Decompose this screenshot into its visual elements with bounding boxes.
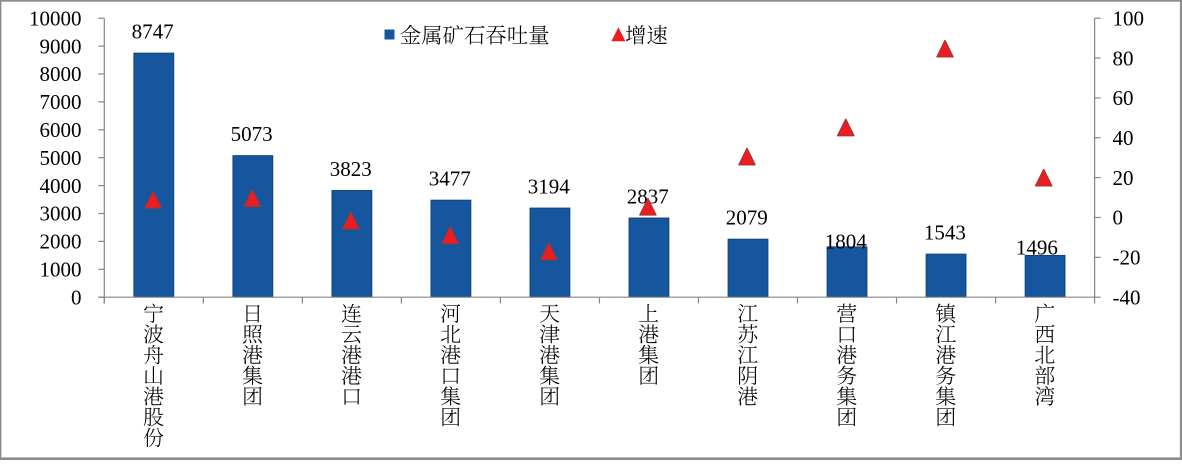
svg-text:8000: 8000 — [40, 62, 82, 86]
svg-text:9000: 9000 — [40, 34, 82, 58]
svg-text:5000: 5000 — [40, 146, 82, 170]
svg-text:3823: 3823 — [330, 157, 372, 181]
svg-text:2079: 2079 — [726, 206, 768, 230]
svg-text:0: 0 — [71, 285, 82, 309]
svg-text:7000: 7000 — [40, 90, 82, 114]
svg-text:-40: -40 — [1113, 285, 1141, 309]
svg-text:1543: 1543 — [924, 221, 966, 245]
svg-text:80: 80 — [1113, 46, 1134, 70]
svg-text:2000: 2000 — [40, 230, 82, 254]
svg-text:8747: 8747 — [132, 20, 174, 44]
svg-text:20: 20 — [1113, 166, 1134, 190]
svg-text:0: 0 — [1113, 206, 1124, 230]
svg-text:1000: 1000 — [40, 258, 82, 282]
svg-text:40: 40 — [1113, 126, 1134, 150]
svg-text:1804: 1804 — [825, 230, 868, 254]
svg-text:100: 100 — [1113, 6, 1145, 30]
svg-text:4000: 4000 — [40, 174, 82, 198]
svg-text:-20: -20 — [1113, 246, 1141, 270]
svg-text:60: 60 — [1113, 86, 1134, 110]
svg-text:3477: 3477 — [429, 167, 471, 191]
svg-text:5073: 5073 — [231, 122, 273, 146]
svg-text:3194: 3194 — [528, 174, 571, 198]
svg-text:10000: 10000 — [29, 6, 82, 30]
svg-text:3000: 3000 — [40, 202, 82, 226]
svg-text:1496: 1496 — [1016, 236, 1058, 260]
svg-text:6000: 6000 — [40, 118, 82, 142]
